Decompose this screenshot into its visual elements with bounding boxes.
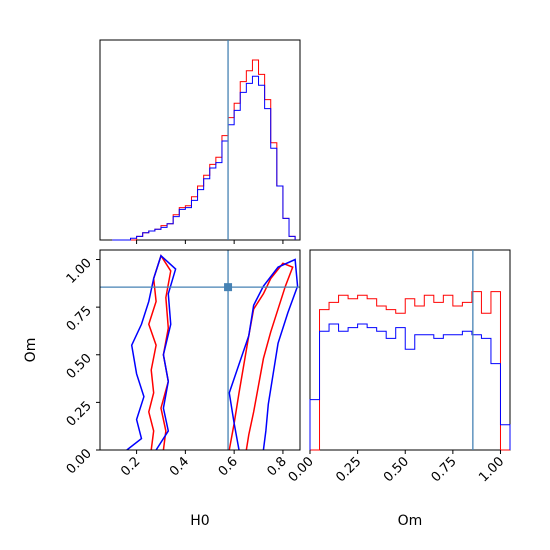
joint-contour-group: [126, 253, 299, 450]
om-xtick-label-2: 0.50: [381, 454, 412, 485]
joint-ytick-label-3: 0.75: [64, 303, 95, 334]
joint-ytick-label-4: 1.00: [64, 256, 95, 287]
joint-ytick-label-2: 0.50: [64, 351, 95, 382]
joint-ytick-label-0: 0.00: [64, 446, 95, 477]
histogram-series-0: [112, 59, 296, 241]
om-marginal-frame: [309, 249, 511, 451]
om-xtick-label-4: 1.00: [476, 454, 507, 485]
joint-xtick-label-1: 0.4: [167, 454, 192, 479]
joint-ytick-label-1: 0.25: [64, 399, 95, 430]
histogram-series-1: [309, 323, 511, 450]
contour-line-2: [126, 254, 177, 450]
joint-frame: [99, 249, 301, 451]
h0-marginal-panel: [99, 39, 301, 244]
joint-truth-marker: [224, 283, 233, 292]
contour-line-1: [228, 262, 294, 450]
om-marginal-panel: 0.00 0.25 0.50 0.75 1.00: [286, 249, 511, 485]
contour-line-3: [228, 258, 299, 450]
histogram-series-0: [310, 291, 510, 451]
histogram-series-1: [112, 75, 296, 241]
x-axis-label-om: Om: [398, 513, 423, 529]
y-axis-label-om: Om: [23, 338, 39, 363]
joint-xtick-label-0: 0.2: [118, 454, 143, 479]
om-xtick-label-1: 0.25: [333, 454, 364, 485]
om-xtick-label-3: 0.75: [429, 454, 460, 485]
h0-marginal-frame: [99, 39, 301, 241]
h0-om-joint-panel: 0.2 0.4 0.6 0.80.000.250.500.751.00: [64, 249, 301, 479]
joint-xtick-label-2: 0.6: [216, 454, 241, 479]
om-xtick-label-0: 0.00: [286, 454, 317, 485]
x-axis-label-h0: H0: [190, 513, 209, 529]
